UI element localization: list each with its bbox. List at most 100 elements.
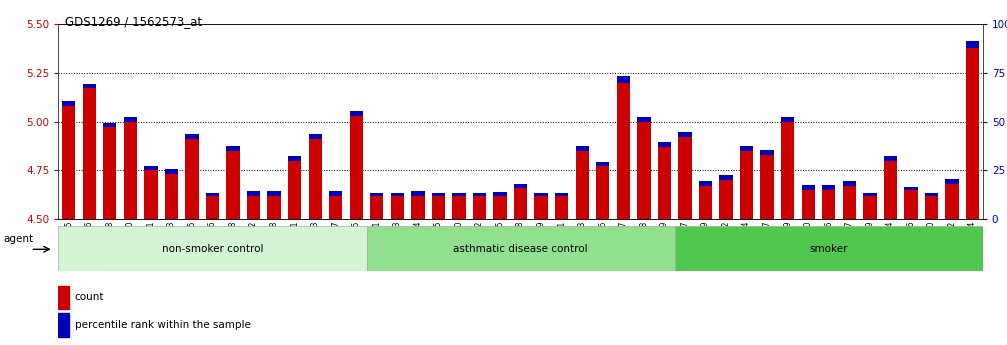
Bar [884, 161, 897, 219]
Bar [699, 181, 712, 186]
Bar [452, 193, 465, 196]
Bar [658, 147, 671, 219]
Text: percentile rank within the sample: percentile rank within the sample [75, 320, 251, 330]
Bar [227, 151, 240, 219]
Bar [637, 122, 651, 219]
Bar [675, 226, 983, 271]
Bar [822, 190, 836, 219]
Bar [144, 170, 157, 219]
Bar [83, 83, 96, 88]
Bar [637, 117, 651, 122]
Bar [760, 155, 773, 219]
Bar [473, 193, 486, 196]
Bar [349, 111, 363, 116]
Bar [679, 132, 692, 137]
Text: agent: agent [3, 234, 33, 244]
Bar [966, 41, 979, 48]
Bar [62, 106, 76, 219]
Bar [103, 122, 117, 127]
Bar [946, 184, 959, 219]
Bar [966, 48, 979, 219]
Bar [411, 196, 425, 219]
Bar [205, 193, 220, 196]
Bar [103, 127, 117, 219]
Bar [185, 134, 198, 139]
Bar [205, 196, 220, 219]
Bar [62, 101, 76, 106]
Bar [432, 193, 445, 196]
Bar [165, 169, 178, 174]
Bar [493, 192, 507, 196]
Bar [843, 186, 856, 219]
Bar [329, 191, 342, 196]
Bar [124, 117, 137, 122]
Text: asthmatic disease control: asthmatic disease control [453, 244, 588, 254]
Bar [371, 196, 384, 219]
Bar [185, 139, 198, 219]
Bar [946, 179, 959, 184]
Bar [493, 196, 507, 219]
Bar [781, 122, 795, 219]
Bar [781, 117, 795, 122]
Bar [616, 76, 630, 83]
Bar [371, 193, 384, 196]
Bar [904, 190, 917, 219]
Bar [596, 166, 609, 219]
Bar [616, 83, 630, 219]
Text: GDS1269 / 1562573_at: GDS1269 / 1562573_at [65, 16, 202, 29]
Bar [843, 181, 856, 186]
Bar [308, 134, 322, 139]
Bar [329, 196, 342, 219]
Bar [452, 196, 465, 219]
Bar [884, 156, 897, 161]
Bar [822, 185, 836, 190]
Bar [802, 185, 815, 190]
Bar [473, 196, 486, 219]
Bar [514, 188, 528, 219]
Bar [863, 193, 876, 196]
Bar [124, 122, 137, 219]
Bar [535, 196, 548, 219]
Bar [432, 196, 445, 219]
Bar [58, 313, 69, 337]
Bar [268, 191, 281, 196]
Bar [391, 196, 404, 219]
Bar [58, 226, 367, 271]
Bar [699, 186, 712, 219]
Text: smoker: smoker [810, 244, 848, 254]
Bar [247, 196, 260, 219]
Text: non-smoker control: non-smoker control [162, 244, 263, 254]
Bar [802, 190, 815, 219]
Bar [719, 175, 733, 180]
Bar [268, 196, 281, 219]
Bar [58, 286, 69, 309]
Bar [535, 193, 548, 196]
Bar [288, 156, 301, 161]
Bar [904, 187, 917, 190]
Bar [576, 146, 589, 151]
Bar [719, 180, 733, 219]
Bar [555, 196, 568, 219]
Bar [924, 196, 939, 219]
Bar [308, 139, 322, 219]
Bar [349, 116, 363, 219]
Bar [740, 151, 753, 219]
Bar [247, 191, 260, 196]
Bar [555, 193, 568, 196]
Bar [679, 137, 692, 219]
Bar [144, 166, 157, 170]
Bar [576, 151, 589, 219]
Bar [514, 184, 528, 188]
Bar [740, 146, 753, 151]
Bar [863, 196, 876, 219]
Bar [288, 161, 301, 219]
Text: count: count [75, 293, 104, 303]
Bar [411, 191, 425, 196]
Bar [658, 142, 671, 147]
Bar [391, 193, 404, 196]
Bar [596, 161, 609, 166]
Bar [924, 193, 939, 196]
Bar [760, 150, 773, 155]
Bar [367, 226, 675, 271]
Bar [83, 88, 96, 219]
